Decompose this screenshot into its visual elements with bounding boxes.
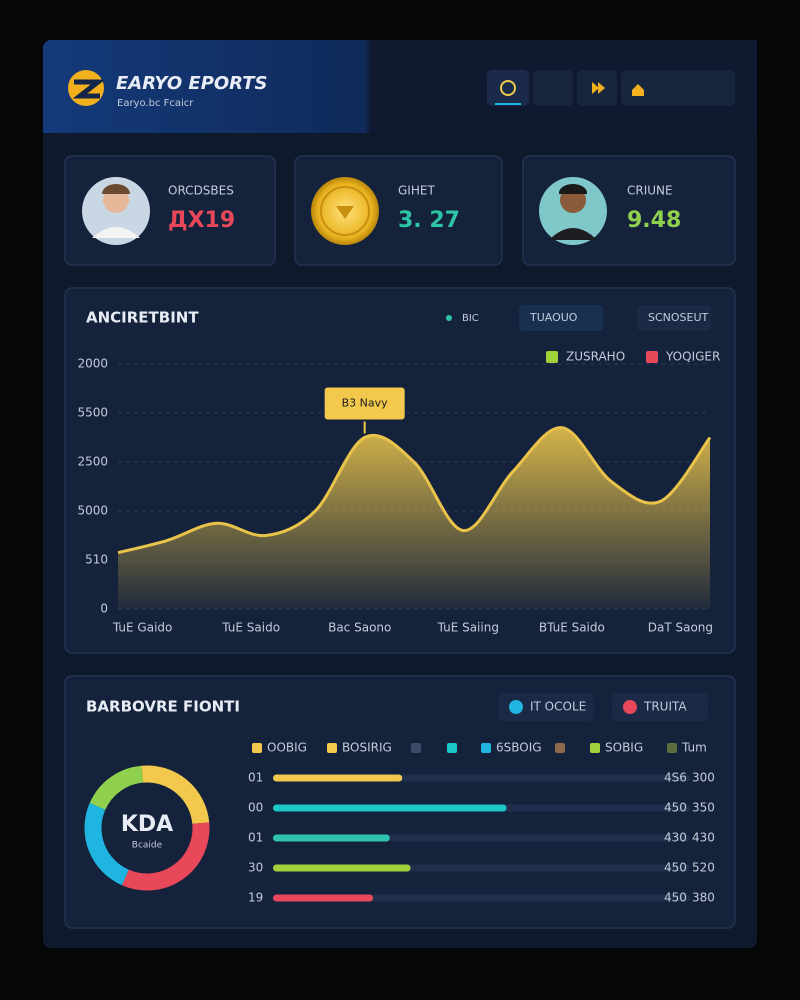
key-swatch bbox=[667, 743, 677, 753]
stat-label: ORCDSBES bbox=[168, 184, 234, 198]
toggle-button[interactable] bbox=[498, 693, 594, 721]
stat-value: 3. 27 bbox=[398, 208, 460, 233]
key-swatch bbox=[327, 743, 337, 753]
coin bbox=[311, 177, 379, 245]
toggle-label[interactable]: IT OCOLE bbox=[530, 700, 586, 714]
avatar bbox=[539, 177, 607, 245]
x-tick-label: BTuE Saido bbox=[539, 621, 605, 635]
y-tick-label: 2000 bbox=[77, 357, 108, 371]
key-swatch bbox=[411, 743, 421, 753]
filter-button[interactable] bbox=[637, 305, 711, 331]
key-label: BOSIRIG bbox=[342, 741, 392, 755]
annotation-text: B3 Navy bbox=[342, 397, 389, 410]
legend-swatch bbox=[646, 351, 658, 363]
x-tick-label: TuE Saido bbox=[221, 621, 280, 635]
row-side-label: 450 bbox=[664, 861, 687, 875]
row-label: 01 bbox=[248, 831, 263, 845]
key-label: OOBIG bbox=[267, 741, 307, 755]
y-tick-label: 510 bbox=[85, 553, 108, 567]
y-tick-label: 5500 bbox=[77, 406, 108, 420]
logo-title: EARYO EPORTS bbox=[116, 73, 267, 94]
nav-button[interactable] bbox=[487, 70, 529, 106]
nav bbox=[487, 70, 735, 106]
donut-segment bbox=[84, 802, 130, 886]
row-label: 19 bbox=[248, 891, 263, 905]
nav-button[interactable] bbox=[533, 70, 573, 106]
toggle-dot bbox=[623, 700, 637, 714]
nav-icon bbox=[592, 82, 605, 94]
key-swatch bbox=[481, 743, 491, 753]
stat-value: 9.48 bbox=[627, 208, 681, 233]
row-label: 01 bbox=[248, 771, 263, 785]
donut-center-label: KDA bbox=[121, 812, 173, 837]
filter[interactable]: TUAOUO bbox=[529, 311, 578, 324]
bar bbox=[273, 894, 374, 902]
donut-segment bbox=[89, 765, 144, 811]
toggle-dot bbox=[509, 700, 523, 714]
x-tick-label: TuE Gaido bbox=[112, 621, 172, 635]
stat-label: CRIUNE bbox=[627, 184, 673, 198]
key-label: 6SBOIG bbox=[496, 741, 542, 755]
logo-subtitle: Earyo.bc Fcaicr bbox=[117, 98, 194, 109]
key-label: Tum bbox=[681, 741, 707, 755]
row-side-label: 4S6 bbox=[664, 771, 687, 785]
logo bbox=[68, 70, 106, 106]
bar-track bbox=[273, 894, 690, 902]
legend-label: ZUSRAHO bbox=[566, 350, 625, 364]
performance-title: BARBOVRE FIONTI bbox=[86, 698, 240, 716]
header-bar bbox=[43, 40, 757, 133]
bar bbox=[273, 774, 403, 782]
key-label: SOBIG bbox=[605, 741, 643, 755]
annotation-box bbox=[324, 387, 405, 420]
area-line bbox=[117, 426, 712, 555]
nav-button[interactable] bbox=[621, 70, 735, 106]
stat-value: ДX19 bbox=[168, 208, 235, 233]
legend-swatch bbox=[546, 351, 558, 363]
filter-button[interactable] bbox=[519, 305, 603, 331]
x-tick-label: Bac Saono bbox=[328, 621, 391, 635]
row-side-label: 430 bbox=[664, 831, 687, 845]
legend-label: YOQIGER bbox=[665, 350, 720, 364]
row-side-label: 450 bbox=[664, 801, 687, 815]
row-label: 30 bbox=[248, 861, 263, 875]
donut-segment bbox=[141, 765, 210, 825]
donut-segment bbox=[121, 822, 210, 891]
key-swatch bbox=[590, 743, 600, 753]
x-tick-label: TuE Saiing bbox=[437, 621, 499, 635]
row-side-label: 430 bbox=[692, 831, 715, 845]
row-label: 00 bbox=[248, 801, 263, 815]
x-tick-label: DaT Saong bbox=[648, 621, 713, 635]
donut-sub-label: Bcaide bbox=[132, 841, 163, 851]
row-side-label: 350 bbox=[692, 801, 715, 815]
row-side-label: 450 bbox=[664, 891, 687, 905]
key-swatch bbox=[447, 743, 457, 753]
row-side-label: 300 bbox=[692, 771, 715, 785]
y-tick-label: 2500 bbox=[77, 455, 108, 469]
filter[interactable]: BIC bbox=[462, 313, 479, 324]
row-side-label: 380 bbox=[692, 891, 715, 905]
stat-label: GIHET bbox=[398, 184, 435, 198]
toggle-label[interactable]: TRUITA bbox=[643, 700, 687, 714]
filter-dot bbox=[446, 315, 452, 321]
row-side-label: 520 bbox=[692, 861, 715, 875]
y-tick-label: 5000 bbox=[77, 504, 108, 518]
key-swatch bbox=[252, 743, 262, 753]
y-tick-label: 0 bbox=[100, 602, 108, 616]
area-fill bbox=[118, 427, 710, 609]
bar bbox=[273, 834, 390, 842]
toggle-button[interactable] bbox=[612, 693, 708, 721]
bar bbox=[273, 864, 411, 872]
avatar bbox=[82, 177, 150, 245]
bar bbox=[273, 804, 507, 812]
key-swatch bbox=[555, 743, 565, 753]
nav-icon bbox=[632, 84, 644, 96]
filter[interactable]: SCNOSEUT bbox=[648, 311, 709, 324]
chart-title: ANCIRETBINT bbox=[86, 309, 199, 327]
nav-icon bbox=[500, 80, 516, 96]
